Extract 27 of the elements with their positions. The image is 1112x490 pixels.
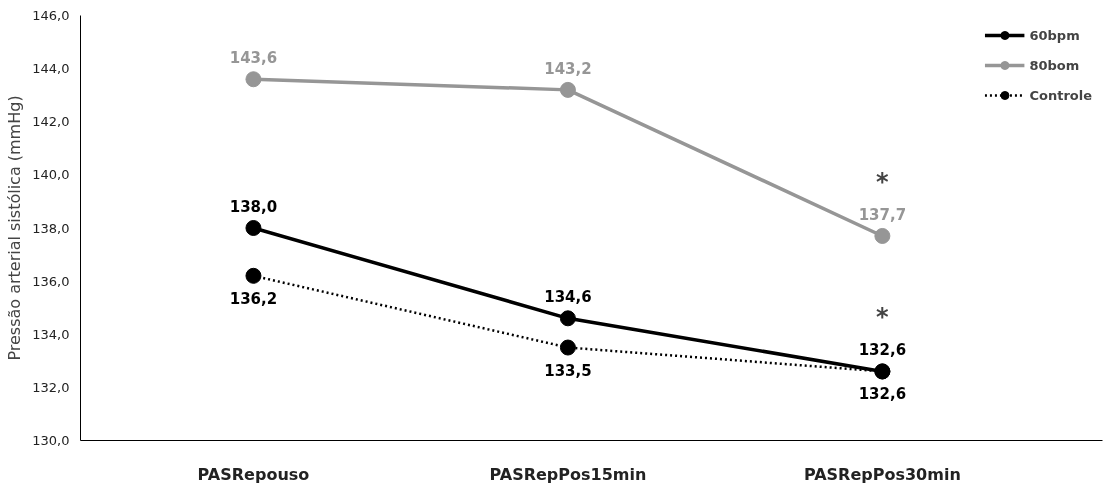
data-label: 138,0 [229,198,278,216]
y-axis-title: Pressão arterial sistólica (mmHg) [5,95,25,361]
data-label: 132,6 [858,341,907,360]
annotation: * [876,167,890,196]
y-tick-label: 140,0 [32,167,70,183]
y-tick-label: 130,0 [32,433,70,448]
x-tick-label: PASRepPos30min [803,464,961,484]
legend-label: 60bpm [1029,27,1080,43]
data-label: 134,6 [544,288,592,307]
y-tick-label: 136,0 [32,273,70,289]
y-tick-label: 146,0 [32,8,70,23]
y-tick-label: 138,0 [32,220,70,236]
data-label: 137,7 [858,205,907,224]
y-tick-label: 142,0 [32,114,70,130]
y-tick-label: 134,0 [32,326,70,342]
data-label: 143,2 [544,59,592,78]
x-tick-label: PASRepouso [197,464,310,484]
data-label: 136,2 [229,289,278,308]
data-label: 143,6 [229,49,278,68]
data-label: 133,5 [544,361,592,380]
annotation: * [876,303,890,332]
y-tick-label: 132,0 [32,379,70,395]
y-tick-label: 144,0 [32,61,70,77]
data-label: 132,6 [858,385,907,404]
x-tick-label: PASRepPos15min [489,464,647,484]
legend-label: 80bom [1029,57,1080,73]
legend-label: Controle [1029,87,1092,103]
